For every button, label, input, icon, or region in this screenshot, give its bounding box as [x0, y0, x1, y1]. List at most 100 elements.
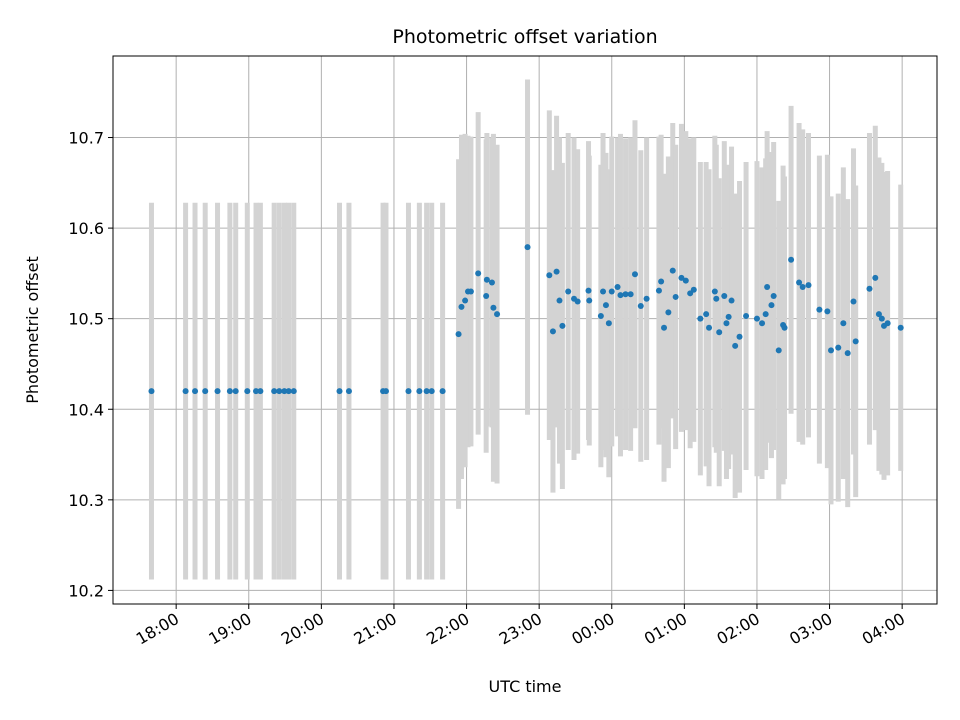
y-tick-label: 10.7 [68, 129, 104, 148]
data-point [824, 308, 831, 315]
data-point [775, 347, 782, 354]
data-point [428, 388, 435, 395]
data-point [345, 388, 352, 395]
data-point [844, 350, 851, 357]
chart-title: Photometric offset variation [392, 26, 657, 48]
x-axis-title: UTC time [489, 677, 562, 696]
data-point [770, 293, 777, 300]
data-point [721, 293, 728, 300]
data-point [682, 277, 689, 284]
data-point [585, 287, 592, 294]
data-point [475, 270, 482, 277]
data-point [716, 329, 723, 336]
data-point [382, 388, 389, 395]
data-point [764, 283, 771, 290]
data-point [148, 388, 155, 395]
data-point [678, 274, 685, 281]
data-point [423, 388, 430, 395]
data-point [488, 279, 495, 286]
data-point [253, 388, 260, 395]
data-point [524, 244, 531, 251]
data-point [559, 322, 566, 329]
y-tick-label: 10.3 [68, 491, 104, 510]
data-point [884, 320, 891, 327]
data-point [725, 313, 732, 320]
data-point [768, 302, 775, 309]
data-point [455, 331, 462, 338]
y-tick-label: 10.4 [68, 400, 104, 419]
data-point [549, 328, 556, 335]
data-point [687, 290, 694, 297]
data-point [713, 295, 720, 302]
data-point [257, 388, 264, 395]
data-point [655, 287, 662, 294]
data-point [226, 388, 233, 395]
data-point [439, 388, 446, 395]
data-point [285, 388, 292, 395]
data-point [462, 297, 469, 304]
data-point [736, 333, 743, 340]
data-point [723, 320, 730, 327]
data-point [665, 309, 672, 316]
data-point [614, 283, 621, 290]
data-point [840, 320, 847, 327]
data-point [828, 347, 835, 354]
data-point [416, 388, 423, 395]
data-point [799, 283, 806, 290]
data-point [605, 320, 612, 327]
data-point [232, 388, 239, 395]
data-point [602, 302, 609, 309]
data-point [706, 324, 713, 331]
data-point [244, 388, 251, 395]
data-point [669, 267, 676, 274]
data-point [627, 291, 634, 298]
y-tick-label: 10.6 [68, 219, 104, 238]
data-point [202, 388, 209, 395]
data-point [816, 306, 823, 313]
data-point [690, 286, 697, 293]
data-point [182, 388, 189, 395]
data-point [405, 388, 412, 395]
data-point [637, 302, 644, 309]
data-point [290, 388, 297, 395]
data-point [875, 311, 882, 318]
y-tick-label: 10.2 [68, 581, 104, 600]
data-point [617, 292, 624, 299]
data-point [281, 388, 288, 395]
data-point [711, 288, 718, 295]
data-point [271, 388, 278, 395]
data-point [703, 311, 710, 318]
data-point [490, 304, 497, 311]
data-point [622, 291, 629, 298]
data-point [546, 272, 553, 279]
data-point [852, 338, 859, 345]
data-point [336, 388, 343, 395]
data-point [631, 271, 638, 278]
data-point [866, 285, 873, 292]
plot-frame [112, 55, 938, 605]
data-point [897, 324, 904, 331]
data-point [553, 268, 560, 275]
data-point [586, 297, 593, 304]
y-tick-label: 10.5 [68, 310, 104, 329]
data-point [788, 256, 795, 263]
data-point [483, 276, 490, 283]
data-point [728, 297, 735, 304]
y-axis: 10.2 10.3 10.4 10.5 10.6 10.7 [68, 129, 113, 600]
data-point [743, 312, 750, 319]
data-point-layer [148, 244, 904, 395]
data-point [661, 324, 668, 331]
data-point [608, 288, 615, 295]
data-point [556, 297, 563, 304]
data-point [467, 288, 474, 295]
data-point [565, 288, 572, 295]
data-point [872, 274, 879, 281]
data-point [192, 388, 199, 395]
data-point [574, 298, 581, 305]
data-point [458, 303, 465, 310]
data-point [214, 388, 221, 395]
data-point [658, 278, 665, 285]
data-point [805, 282, 812, 289]
data-point [494, 311, 501, 318]
data-point [835, 344, 842, 351]
